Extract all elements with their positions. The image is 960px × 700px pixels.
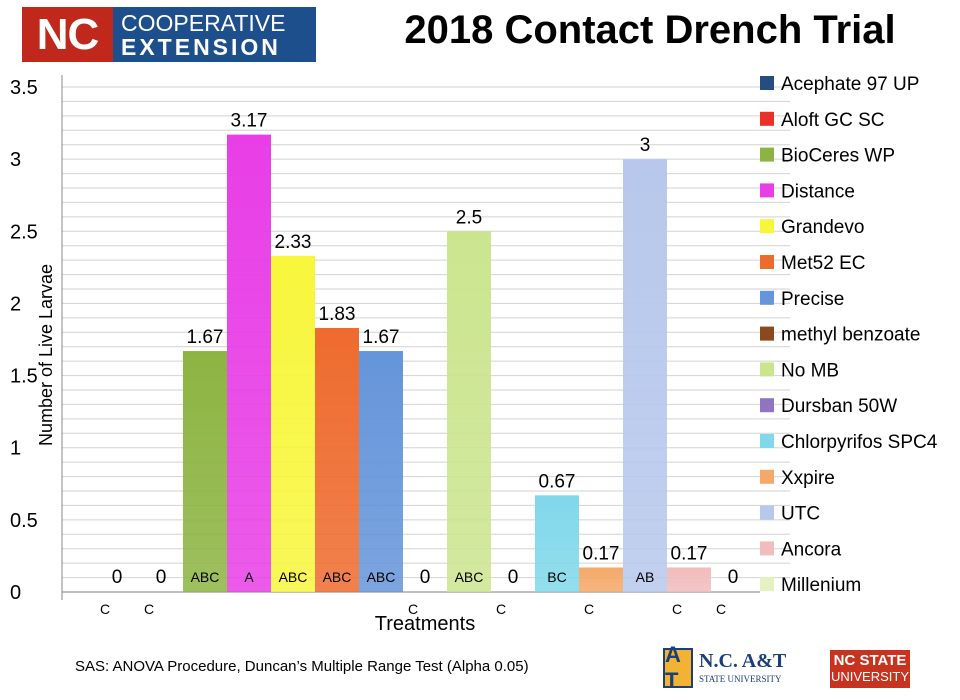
logo-nc: NC bbox=[22, 7, 113, 62]
data-label: 1.67 bbox=[187, 327, 224, 348]
legend-swatch bbox=[760, 398, 774, 413]
statistics-note: SAS: ANOVA Procedure, Duncan’s Multiple … bbox=[75, 658, 529, 675]
significance-letter: ABC bbox=[455, 569, 484, 585]
legend-entry: Precise bbox=[781, 289, 844, 310]
nc-at-logo: A T N.C. A&T STATE UNIVERSITY bbox=[663, 642, 787, 693]
ncstate-line1: NC STATE bbox=[833, 652, 907, 669]
legend-swatch bbox=[760, 219, 774, 234]
significance-letter: ABC bbox=[367, 569, 396, 585]
legend-swatch bbox=[760, 577, 774, 592]
legend-entry: Aloft GC SC bbox=[781, 110, 884, 131]
legend-entry: Dursban 50W bbox=[781, 396, 897, 417]
legend-swatch bbox=[760, 183, 774, 198]
significance-letter: ABC bbox=[323, 569, 352, 585]
data-label: 3 bbox=[640, 135, 651, 156]
data-label: 0.17 bbox=[671, 543, 708, 564]
significance-letter: C bbox=[672, 601, 682, 617]
y-axis-label: Number of Live Larvae bbox=[36, 264, 56, 446]
data-label: 1.67 bbox=[363, 327, 400, 348]
bar-bioceres-wp bbox=[183, 351, 227, 592]
significance-letter: C bbox=[144, 601, 154, 617]
legend-swatch bbox=[760, 290, 774, 305]
data-label: 0.67 bbox=[539, 471, 576, 492]
y-tick-label: 1.5 bbox=[10, 366, 38, 388]
significance-letter: C bbox=[496, 601, 506, 617]
chart-title: 2018 Contact Drench Trial bbox=[404, 8, 896, 52]
bar-chlorpyrifos-spc4 bbox=[535, 495, 579, 592]
significance-letter: AB bbox=[636, 569, 655, 585]
bar-no-mb bbox=[447, 231, 491, 593]
data-label: 0 bbox=[728, 567, 739, 588]
legend-swatch bbox=[760, 326, 774, 341]
nc-cooperative-extension-logo: NC COOPERATIVE EXTENSION bbox=[22, 7, 316, 62]
aggie-name: N.C. A&T bbox=[699, 650, 787, 672]
nc-state-logo: NC STATE UNIVERSITY bbox=[830, 650, 910, 688]
legend-entry: Millenium bbox=[781, 575, 861, 596]
aggie-sub: STATE UNIVERSITY bbox=[699, 674, 782, 684]
legend-swatch bbox=[760, 111, 774, 126]
data-label: 2.33 bbox=[275, 232, 312, 253]
legend-swatch bbox=[760, 469, 774, 484]
y-tick-label: 3.5 bbox=[10, 77, 38, 99]
y-tick-label: 1 bbox=[10, 438, 21, 460]
significance-letter: C bbox=[584, 601, 594, 617]
y-tick-label: 0.5 bbox=[10, 510, 38, 532]
significance-letter: ABC bbox=[279, 569, 308, 585]
legend-entry: Chlorpyrifos SPC4 bbox=[781, 432, 938, 453]
data-label: 0 bbox=[156, 567, 167, 588]
legend-entry: UTC bbox=[781, 504, 820, 525]
significance-letter: A bbox=[244, 569, 254, 585]
legend-entry: Met52 EC bbox=[781, 253, 865, 274]
data-label: 0 bbox=[112, 567, 123, 588]
legend-entry: BioCeres WP bbox=[781, 146, 895, 167]
bar-utc bbox=[623, 159, 667, 592]
y-tick-label: 0 bbox=[10, 582, 21, 604]
legend-swatch bbox=[760, 362, 774, 377]
data-label: 2.5 bbox=[456, 207, 482, 228]
data-label: 3.17 bbox=[231, 111, 268, 132]
legend-entry: methyl benzoate bbox=[781, 325, 920, 346]
logo-line2: EXTENSION bbox=[121, 33, 281, 60]
legend-entry: Distance bbox=[781, 181, 855, 202]
legend-entry: Grandevo bbox=[781, 217, 864, 238]
y-tick-label: 2.5 bbox=[10, 221, 38, 243]
legend-entry: Ancora bbox=[781, 539, 842, 560]
data-label: 0 bbox=[508, 567, 519, 588]
legend-swatch bbox=[760, 147, 774, 162]
legend-entry: Xxpire bbox=[781, 468, 835, 489]
bar-precise bbox=[359, 351, 403, 592]
legend-swatch bbox=[760, 255, 774, 269]
legend-swatch bbox=[760, 76, 774, 90]
data-label: 0.17 bbox=[583, 543, 620, 564]
ncstate-line2: UNIVERSITY bbox=[830, 669, 909, 684]
bar-met52-ec bbox=[315, 327, 359, 592]
data-label: 1.83 bbox=[319, 304, 356, 325]
bar-ancora bbox=[667, 567, 711, 592]
significance-letter: ABC bbox=[191, 569, 220, 585]
bar-grandevo bbox=[271, 255, 315, 593]
significance-letter: C bbox=[408, 601, 418, 617]
legend-swatch bbox=[760, 541, 774, 556]
legend-entry: No MB bbox=[781, 360, 839, 381]
y-tick-label: 2 bbox=[10, 293, 21, 315]
legend-swatch bbox=[760, 434, 774, 448]
significance-letter: C bbox=[716, 601, 726, 617]
data-label: 0 bbox=[420, 567, 431, 588]
aggie-mark: A T bbox=[663, 642, 693, 693]
x-axis-label: Treatments bbox=[375, 613, 475, 635]
legend-entry: Acephate 97 UP bbox=[781, 74, 919, 95]
significance-letter: BC bbox=[547, 569, 566, 585]
legend-swatch bbox=[760, 505, 774, 520]
y-tick-label: 3 bbox=[10, 149, 21, 171]
logo-line1: COOPERATIVE bbox=[121, 9, 286, 36]
significance-letter: C bbox=[100, 601, 110, 617]
bar-distance bbox=[227, 134, 271, 592]
bar-xxpire bbox=[579, 567, 623, 592]
